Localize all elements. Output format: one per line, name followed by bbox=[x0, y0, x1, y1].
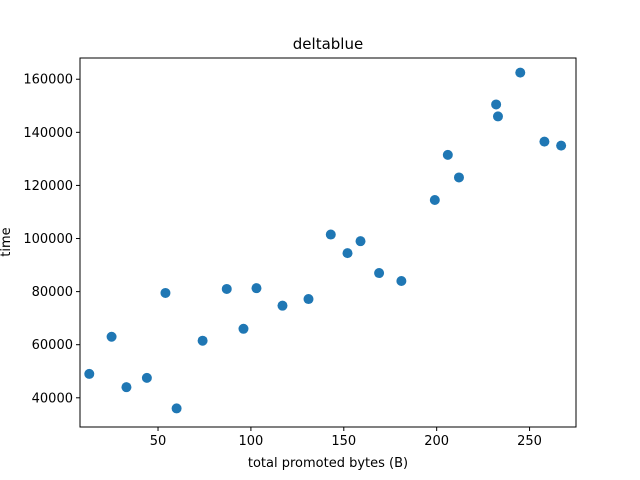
data-point bbox=[141, 372, 152, 383]
data-point bbox=[492, 111, 503, 122]
data-point bbox=[121, 382, 132, 393]
data-points bbox=[84, 67, 567, 414]
data-point bbox=[342, 248, 353, 259]
data-point bbox=[442, 149, 453, 160]
y-tick-label: 120000 bbox=[23, 179, 73, 194]
x-tick-label: 250 bbox=[517, 434, 542, 449]
data-point bbox=[84, 368, 95, 379]
x-tick-label: 50 bbox=[150, 434, 167, 449]
x-tick-label: 200 bbox=[424, 434, 449, 449]
x-axis-ticks: 50 100 150 200 250 bbox=[150, 427, 542, 449]
y-tick-label: 100000 bbox=[23, 232, 73, 247]
data-point bbox=[491, 99, 502, 110]
data-point bbox=[453, 172, 464, 183]
data-point bbox=[251, 283, 262, 294]
y-tick-label: 80000 bbox=[32, 285, 73, 300]
data-point bbox=[515, 67, 526, 78]
data-point bbox=[429, 195, 440, 206]
y-tick-label: 60000 bbox=[32, 338, 73, 353]
data-point bbox=[238, 323, 249, 334]
y-tick-label: 140000 bbox=[23, 126, 73, 141]
data-point bbox=[325, 229, 336, 240]
x-tick-label: 100 bbox=[238, 434, 263, 449]
data-point bbox=[197, 335, 208, 346]
x-tick-label: 150 bbox=[331, 434, 356, 449]
y-axis-ticks: 40000 60000 80000 100000 120000 140000 160000 bbox=[23, 73, 80, 406]
y-tick-label: 160000 bbox=[23, 73, 73, 88]
data-point bbox=[221, 283, 232, 294]
x-axis-label: total promoted bytes (B) bbox=[248, 456, 408, 471]
y-tick-label: 40000 bbox=[32, 391, 73, 406]
data-point bbox=[355, 236, 366, 247]
data-point bbox=[556, 140, 567, 151]
data-point bbox=[374, 268, 385, 279]
data-point bbox=[539, 136, 550, 147]
data-point bbox=[160, 287, 171, 298]
y-axis-label: time bbox=[0, 227, 14, 256]
chart-title: deltablue bbox=[293, 35, 363, 53]
data-point bbox=[171, 403, 182, 414]
data-point bbox=[396, 275, 407, 286]
data-point bbox=[277, 300, 288, 311]
data-point bbox=[303, 294, 314, 305]
plot-area-frame bbox=[79, 57, 577, 428]
data-point bbox=[106, 331, 117, 342]
